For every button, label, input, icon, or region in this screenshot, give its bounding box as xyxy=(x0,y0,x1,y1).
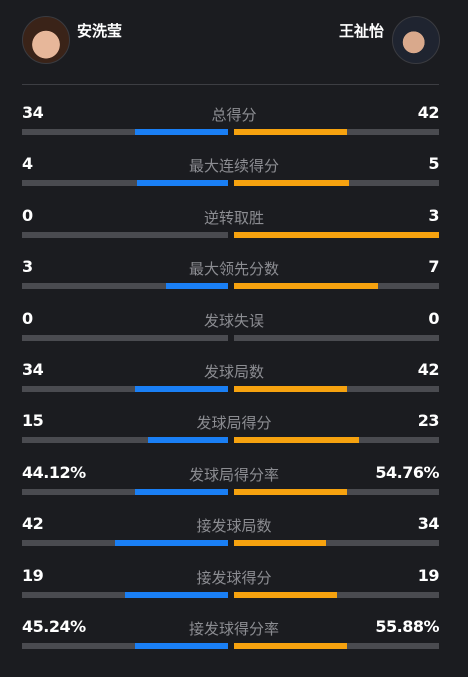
stat-right-value: 42 xyxy=(417,359,440,379)
stat-left-bar-fill xyxy=(125,591,228,598)
stat-right-bar-track xyxy=(234,283,439,290)
stat-right-bar-track xyxy=(234,385,439,392)
stat-row: 42 接发球局数 34 xyxy=(0,511,468,562)
stats-list: 34 总得分 42 4 最大连续得分 5 0 逆转取胜 3 3 最大领先分数 7 0 发球失误 0 34 发球局… xyxy=(0,100,468,665)
stat-right-bar-track xyxy=(234,642,439,649)
stat-label: 最大领先分数 xyxy=(188,260,279,279)
stat-right-bar-fill xyxy=(234,129,347,135)
stat-left-value: 3 xyxy=(22,257,33,277)
stat-left-bar-track xyxy=(22,488,228,495)
stat-right-value: 34 xyxy=(417,514,440,534)
stat-right-bar-track xyxy=(234,180,439,187)
stat-right-bar-track xyxy=(234,437,439,444)
stat-right-value: 7 xyxy=(428,257,439,277)
stat-left-value: 19 xyxy=(22,565,44,585)
stat-row: 44.12% 发球局得分率 54.76% xyxy=(0,460,468,511)
stat-right-value: 19 xyxy=(417,565,440,585)
stat-left-bar-fill xyxy=(166,283,228,290)
stat-row: 0 发球失误 0 xyxy=(0,306,468,357)
stat-left-bar-track xyxy=(22,540,228,547)
stat-right-value: 3 xyxy=(428,205,439,225)
stat-row: 19 接发球得分 19 xyxy=(0,563,468,614)
stat-left-bar-track xyxy=(22,591,228,598)
player-left-avatar[interactable] xyxy=(22,16,70,64)
stat-left-bar-fill xyxy=(135,488,228,495)
stat-label: 发球局得分率 xyxy=(188,465,279,484)
stat-label: 总得分 xyxy=(211,106,257,124)
stat-row: 34 总得分 42 xyxy=(0,100,468,151)
stat-left-bar-fill xyxy=(135,385,228,392)
stat-right-value: 23 xyxy=(417,411,440,431)
stat-left-bar-fill xyxy=(147,437,228,444)
stat-left-bar-track xyxy=(22,283,228,290)
stat-right-bar-fill xyxy=(234,591,337,598)
stat-right-value: 55.88% xyxy=(375,616,439,636)
stat-left-bar-track xyxy=(22,437,228,444)
stat-left-bar-track xyxy=(22,385,228,392)
stat-right-bar-fill xyxy=(234,385,347,392)
stat-row: 3 最大领先分数 7 xyxy=(0,254,468,305)
stat-left-value: 44.12% xyxy=(22,462,86,482)
stat-left-value: 34 xyxy=(22,359,44,379)
stat-row: 45.24% 接发球得分率 55.88% xyxy=(0,614,468,665)
stat-left-value: 34 xyxy=(22,103,44,122)
stat-right-bar-fill xyxy=(234,488,347,495)
stat-right-bar-track xyxy=(234,129,439,135)
stat-right-bar-track xyxy=(234,231,439,238)
stat-label: 接发球得分率 xyxy=(188,619,279,638)
stat-left-bar-fill xyxy=(137,180,228,187)
stat-right-value: 5 xyxy=(428,154,439,174)
stat-row: 15 发球局得分 23 xyxy=(0,408,468,459)
stat-left-bar-fill xyxy=(135,129,228,135)
stat-left-value: 45.24% xyxy=(22,616,86,636)
stat-left-value: 0 xyxy=(22,205,33,225)
stat-left-bar-track xyxy=(22,180,228,187)
stat-right-bar-fill xyxy=(234,437,360,444)
stat-right-bar-fill xyxy=(234,180,349,187)
stat-right-bar-fill xyxy=(234,540,327,547)
stat-right-value: 0 xyxy=(428,308,439,328)
stat-left-bar-track xyxy=(22,334,228,341)
stat-right-bar-fill xyxy=(234,642,347,649)
stat-right-value: 54.76% xyxy=(375,462,439,482)
stat-left-bar-track xyxy=(22,129,228,135)
stat-left-value: 42 xyxy=(22,514,44,534)
stat-label: 最大连续得分 xyxy=(188,157,279,176)
stat-left-bar-track xyxy=(22,642,228,649)
stat-right-bar-track xyxy=(234,540,439,547)
match-header: 安洗莹 王祉怡 xyxy=(0,0,468,84)
stat-row: 0 逆转取胜 3 xyxy=(0,203,468,254)
stat-right-bar-fill xyxy=(234,231,439,238)
stat-right-bar-fill xyxy=(234,283,378,290)
stat-label: 逆转取胜 xyxy=(203,208,264,227)
stat-label: 接发球局数 xyxy=(196,517,272,536)
stat-right-bar-track xyxy=(234,591,439,598)
stat-right-value: 42 xyxy=(417,103,440,122)
stat-label: 接发球得分 xyxy=(196,568,272,587)
stat-left-value: 15 xyxy=(22,411,44,431)
player-left-name[interactable]: 安洗莹 xyxy=(77,22,123,40)
stat-left-bar-fill xyxy=(114,540,228,547)
stat-row: 34 发球局数 42 xyxy=(0,357,468,408)
player-right-avatar[interactable] xyxy=(392,16,440,64)
player-right-name[interactable]: 王祉怡 xyxy=(338,22,384,40)
stat-label: 发球局数 xyxy=(203,362,264,381)
stat-right-bar-track xyxy=(234,488,439,495)
header-divider xyxy=(22,84,439,85)
stat-left-bar-fill xyxy=(135,642,228,649)
stat-left-bar-track xyxy=(22,231,228,238)
stat-left-value: 4 xyxy=(22,154,33,174)
stat-label: 发球失误 xyxy=(203,311,264,330)
stat-left-value: 0 xyxy=(22,308,33,328)
stat-row: 4 最大连续得分 5 xyxy=(0,151,468,202)
stat-label: 发球局得分 xyxy=(196,414,272,433)
stat-right-bar-track xyxy=(234,334,439,341)
